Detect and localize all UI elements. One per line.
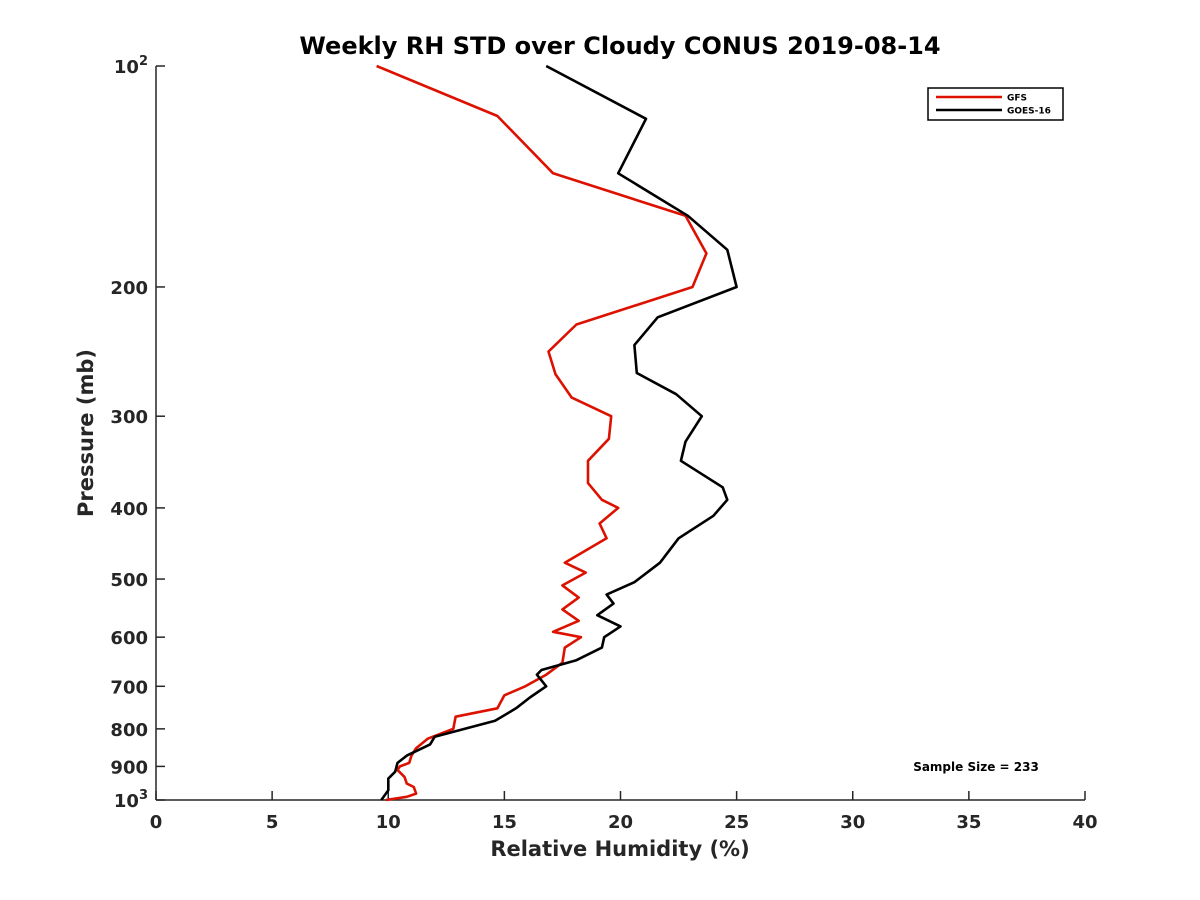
x-axis-label: Relative Humidity (%) (490, 837, 749, 861)
y-axis-ticks: 102 200 300 400 500 600 700 800 900 103 (110, 54, 165, 812)
legend-entries: GFS GOES-16 (936, 94, 1051, 117)
x-tick-label: 0 (150, 812, 163, 833)
x-tick-label: 20 (608, 812, 633, 833)
x-tick-label: 40 (1072, 812, 1097, 833)
y-tick-label: 700 (110, 677, 148, 698)
y-tick-label: 102 (114, 54, 148, 78)
legend: GFS GOES-16 (927, 87, 1064, 121)
legend-box (927, 87, 1064, 121)
x-tick-label: 5 (266, 812, 279, 833)
x-tick-label: 10 (376, 812, 401, 833)
y-axis-label: Pressure (mb) (74, 349, 98, 517)
y-tick-label: 600 (110, 628, 148, 649)
x-tick-label: 35 (956, 812, 981, 833)
y-tick-label: 400 (110, 499, 148, 520)
chart-title: Weekly RH STD over Cloudy CONUS 2019-08-… (299, 32, 940, 60)
legend-label: GOES-16 (1007, 107, 1051, 117)
y-tick-label: 800 (110, 720, 148, 741)
y-tick-label: 200 (110, 278, 148, 299)
y-tick-label: 103 (114, 788, 148, 812)
y-tick-label: 900 (110, 757, 148, 778)
y-tick-label: 300 (110, 407, 148, 428)
series-line-goes-16 (380, 64, 738, 801)
x-tick-label: 25 (724, 812, 749, 833)
x-tick-label: 15 (492, 812, 517, 833)
series-line-gfs (376, 64, 708, 802)
x-tick-label: 30 (840, 812, 865, 833)
x-axis-ticks: 0 5 10 15 20 25 30 35 40 (150, 791, 1098, 833)
legend-label: GFS (1007, 94, 1027, 104)
sample-size-annotation: Sample Size = 233 (913, 760, 1039, 774)
y-tick-label: 500 (110, 570, 148, 591)
series-layer (376, 64, 738, 802)
